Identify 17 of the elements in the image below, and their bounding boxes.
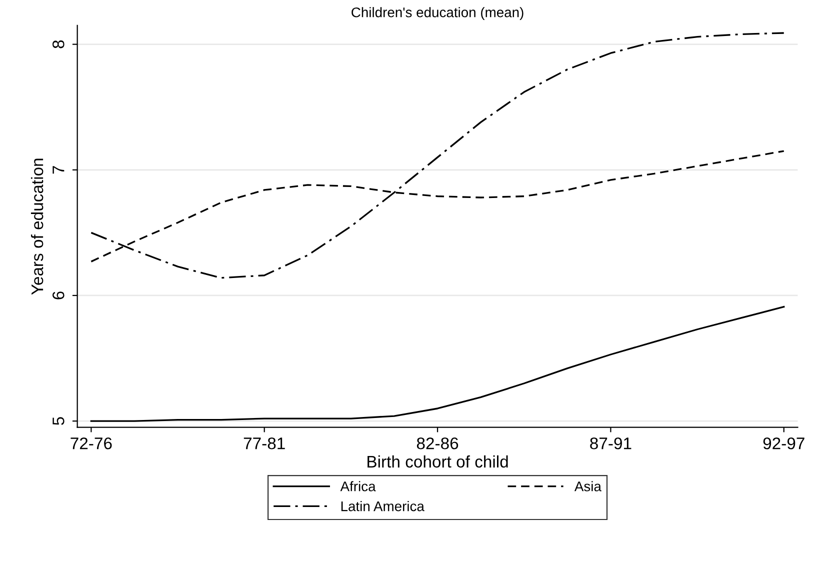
- x-tick-label: 72-76: [70, 437, 112, 450]
- chart-title: Children's education (mean): [352, 7, 524, 20]
- line-series: [90, 306, 785, 422]
- y-tick-label: 8: [52, 40, 64, 48]
- y-tick-label: 6: [52, 292, 64, 300]
- y-tick-label: 5: [52, 417, 64, 426]
- legend-label: Africa: [340, 481, 376, 492]
- legend-label: Latin America: [341, 501, 424, 512]
- x-axis-title: Birth cohort of child: [368, 455, 508, 468]
- y-axis-title: Years of education: [30, 158, 44, 295]
- x-tick-label: 87-91: [590, 437, 632, 450]
- x-tick-label: 82-86: [416, 437, 458, 450]
- x-tick-label: 92-97: [763, 437, 804, 450]
- legend-label: Asia: [574, 481, 602, 492]
- x-tick-label: 77-81: [244, 437, 285, 450]
- y-tick-label: 7: [52, 166, 64, 174]
- line-series: [90, 32, 785, 279]
